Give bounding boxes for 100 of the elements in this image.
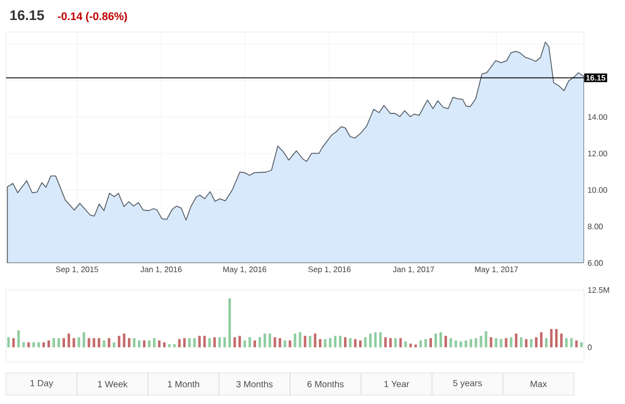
bar	[122, 334, 126, 348]
bar	[254, 340, 256, 348]
bar	[173, 344, 176, 348]
bar	[62, 338, 66, 348]
bar	[153, 338, 156, 348]
bar	[494, 338, 498, 348]
bar	[163, 342, 166, 348]
bar	[138, 340, 140, 348]
bar	[560, 334, 563, 348]
bar	[460, 341, 462, 348]
bar	[223, 337, 226, 348]
bar	[474, 338, 478, 348]
bar	[203, 336, 206, 348]
bar	[500, 339, 502, 348]
bar	[379, 332, 382, 348]
bar	[248, 337, 252, 348]
bar	[68, 334, 70, 348]
bar	[284, 340, 286, 348]
bar	[524, 339, 528, 348]
bar	[178, 339, 181, 348]
bar	[72, 338, 76, 348]
bar	[324, 339, 326, 348]
bar	[274, 337, 276, 348]
bar	[530, 339, 532, 348]
text: 5 years	[453, 380, 482, 388]
bar	[514, 334, 518, 348]
bar	[148, 340, 150, 348]
bar	[168, 344, 171, 348]
bar	[314, 334, 316, 348]
bar	[338, 336, 342, 348]
bar	[555, 328, 558, 348]
bar	[404, 341, 407, 348]
bar	[454, 340, 458, 348]
chart-subtitle: -0.14 (-0.86%)	[58, 12, 127, 22]
bar	[389, 338, 392, 348]
bar	[47, 340, 50, 348]
bar	[37, 342, 40, 348]
bar	[92, 338, 96, 348]
bar	[132, 338, 136, 348]
bar	[142, 340, 146, 348]
bar	[32, 342, 35, 348]
bar	[444, 336, 448, 348]
bar	[510, 337, 512, 348]
text: 1 Day	[30, 380, 54, 388]
bar	[193, 338, 196, 348]
bar	[369, 334, 372, 348]
chart-title: 16.15	[10, 10, 44, 20]
bar	[504, 338, 508, 348]
bar	[58, 338, 60, 348]
bar	[545, 338, 548, 348]
bar	[7, 337, 10, 348]
bar	[520, 337, 522, 348]
bar	[12, 338, 15, 348]
bar	[354, 339, 357, 348]
bar	[304, 336, 306, 348]
bar	[570, 338, 573, 348]
bar	[464, 340, 468, 348]
bar	[450, 338, 452, 348]
bar	[434, 334, 437, 348]
bar	[228, 298, 231, 348]
bar	[490, 337, 492, 348]
bar	[98, 338, 100, 348]
bar	[258, 337, 262, 348]
text: Max	[530, 380, 547, 388]
bar	[409, 344, 412, 348]
bar	[535, 337, 538, 348]
text: 3 Months	[236, 380, 273, 388]
bar	[364, 337, 367, 348]
bar	[27, 342, 30, 348]
bar	[198, 336, 201, 348]
bar	[243, 340, 246, 348]
bar	[183, 338, 186, 348]
bar	[484, 331, 488, 348]
bar	[52, 338, 55, 348]
bar	[344, 337, 347, 348]
bar	[318, 339, 322, 348]
bar	[440, 332, 442, 348]
bar	[298, 332, 302, 348]
bar	[278, 338, 282, 348]
bar	[118, 336, 120, 348]
bar	[575, 340, 578, 348]
bar	[158, 340, 161, 348]
bar	[188, 338, 191, 348]
bar	[540, 332, 543, 348]
bar	[294, 334, 296, 348]
text: 6 Months	[308, 380, 344, 388]
bar	[419, 340, 422, 348]
text: 1 Week	[98, 380, 128, 388]
bar	[384, 337, 387, 348]
bar	[233, 337, 236, 348]
bar	[308, 336, 312, 348]
bar	[349, 338, 352, 348]
bar	[22, 342, 25, 348]
bar	[414, 344, 417, 348]
bar	[394, 338, 397, 348]
bar	[288, 340, 292, 348]
bar	[88, 338, 90, 348]
bar	[334, 336, 336, 348]
bar	[238, 336, 241, 348]
bar	[268, 334, 272, 348]
